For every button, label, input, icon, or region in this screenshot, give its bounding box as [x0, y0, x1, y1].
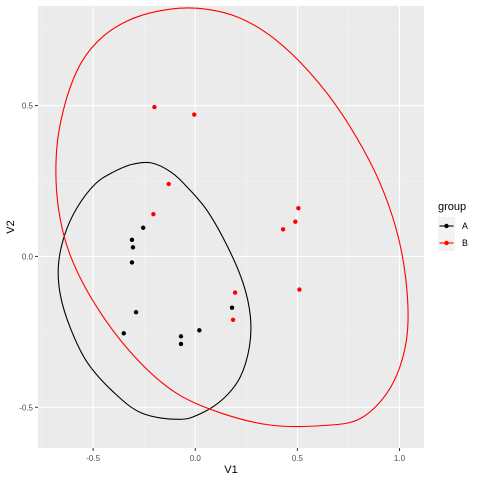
point-B: [192, 112, 197, 117]
point-B: [296, 205, 301, 211]
data-points: [121, 104, 302, 347]
legend-key-background: [438, 217, 455, 251]
point-A: [129, 260, 135, 265]
y-tick-label: -0.5: [19, 403, 33, 412]
legend-title: group: [438, 201, 466, 213]
point-A: [121, 331, 126, 336]
x-axis-title: V1: [224, 464, 237, 476]
point-A: [130, 245, 136, 250]
x-tick-label: 0.5: [292, 454, 304, 463]
point-A: [140, 225, 146, 230]
legend-label-B: B: [462, 238, 468, 248]
point-A: [197, 328, 202, 333]
point-A: [129, 237, 135, 243]
point-B: [280, 227, 286, 232]
y-tick-label: 0.0: [22, 252, 34, 261]
legend: group AB: [438, 201, 468, 251]
point-B: [166, 181, 171, 187]
point-B: [232, 290, 238, 295]
point-A: [133, 310, 139, 315]
x-tick-label: -0.5: [86, 454, 100, 463]
y-tick-label: 0.5: [22, 102, 34, 111]
x-tick-label: 1.0: [394, 454, 406, 463]
point-B: [230, 317, 236, 322]
x-tick-label: 0.0: [190, 454, 202, 463]
ellipse-A: [57, 161, 252, 420]
point-A: [178, 334, 184, 339]
confidence-ellipses: [55, 7, 409, 428]
y-axis: -0.5 0.0 0.5: [19, 102, 38, 412]
major-gridlines: [38, 6, 424, 448]
point-B: [152, 104, 157, 110]
plot-panel: [38, 6, 424, 448]
legend-key-point-A: [444, 223, 449, 229]
point-B: [151, 211, 156, 217]
ellipse-B: [55, 7, 409, 428]
legend-label-A: A: [462, 221, 468, 231]
point-B: [297, 287, 302, 292]
legend-key-point-B: [444, 240, 449, 246]
y-axis-title: V2: [5, 220, 17, 233]
point-A: [178, 341, 184, 347]
x-axis: -0.5 0.0 0.5 1.0: [86, 448, 406, 463]
point-B: [293, 219, 298, 224]
legend-items: AB: [439, 221, 468, 248]
point-A: [229, 305, 235, 310]
